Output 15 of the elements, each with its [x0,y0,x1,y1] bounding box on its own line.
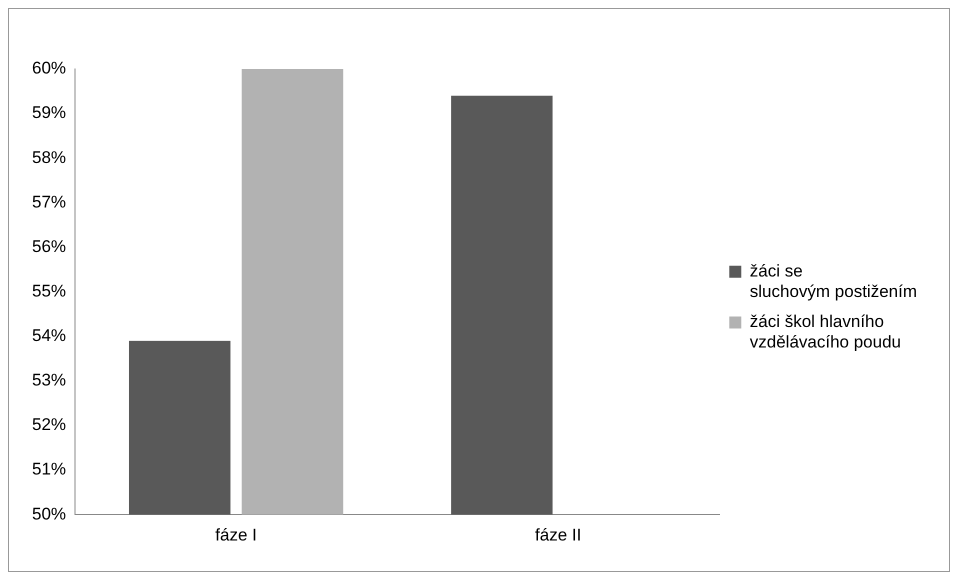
y-tick-label: 58% [32,148,66,167]
x-tick-label: fáze II [535,525,582,544]
y-tick-label: 59% [32,103,66,122]
y-tick-label: 51% [32,460,66,479]
y-tick-label: 53% [32,370,66,390]
y-tick-label: 56% [32,236,66,256]
y-tick-label: 60% [32,58,66,78]
y-tick-label: 57% [32,192,66,212]
legend-label: žáci škol hlavního vzdělávacího poudu [750,312,902,352]
y-tick-label: 50% [32,504,66,524]
y-tick-label: 54% [32,326,66,346]
legend-label: žáci se sluchovým postižením [750,261,918,301]
y-tick-label: 52% [32,415,66,434]
x-tick-label: fáze I [215,525,257,544]
y-tick-label: 55% [32,281,66,300]
